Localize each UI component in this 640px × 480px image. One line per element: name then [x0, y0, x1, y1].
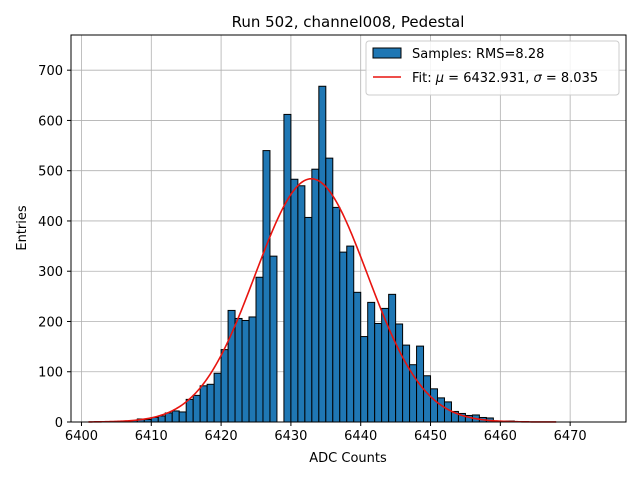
histogram-bars [108, 85, 529, 423]
legend-fit-sigma-symbol: σ [534, 71, 543, 86]
histogram-bar [234, 317, 243, 423]
x-tick-label: 6450 [414, 429, 447, 444]
histogram-bar [360, 336, 369, 423]
histogram-bar [290, 178, 299, 423]
histogram-bar [402, 344, 411, 423]
histogram-bar [346, 245, 355, 423]
y-tick-label: 300 [38, 265, 63, 280]
histogram-bar [318, 85, 327, 423]
histogram-bar [339, 251, 348, 423]
histogram-bar [325, 157, 334, 423]
histogram-bar [213, 372, 222, 423]
histogram-bar [443, 401, 452, 423]
y-tick-label: 600 [38, 114, 63, 129]
histogram-bar [171, 410, 180, 423]
histogram-bar [283, 113, 292, 423]
chart-title: Run 502, channel008, Pedestal [232, 13, 465, 31]
histogram-bar [437, 397, 445, 423]
histogram-bar [178, 411, 187, 423]
legend: Samples: RMS=8.28 Fit: μ = 6432.931, σ =… [365, 40, 620, 96]
histogram-bar [269, 255, 278, 423]
y-tick-label: 0 [55, 416, 63, 431]
histogram-bar [262, 150, 271, 423]
legend-fit-prefix: Fit: [412, 71, 436, 86]
histogram-bar [192, 394, 201, 423]
histogram-bar [409, 364, 418, 423]
x-tick-label: 6460 [484, 429, 517, 444]
histogram-bar [332, 206, 341, 423]
fit-curve [88, 177, 557, 423]
x-tick-label: 6440 [344, 429, 377, 444]
histogram-bar [353, 291, 362, 423]
legend-fit-mu-symbol: μ [435, 71, 444, 86]
histogram-bar [255, 276, 264, 423]
histogram-bar [311, 168, 320, 423]
y-axis-label: Entries [15, 205, 30, 251]
x-tick-label: 6430 [274, 429, 307, 444]
histogram-bar [388, 293, 397, 423]
x-tick-label: 6400 [65, 429, 98, 444]
legend-samples-swatch [372, 47, 402, 59]
histogram-bar [367, 301, 376, 423]
y-tick-label: 200 [38, 315, 63, 330]
histogram-bar [185, 398, 194, 423]
y-tick-label: 100 [38, 366, 63, 381]
legend-fit-label: Fit: μ = 6432.931, σ = 8.035 [412, 71, 598, 86]
y-tick-label: 700 [38, 64, 63, 79]
histogram-bar [248, 316, 257, 423]
histogram-bar [157, 415, 166, 423]
histogram-bar [199, 385, 208, 423]
histogram-bar [297, 185, 306, 423]
histogram-bar [206, 383, 215, 423]
histogram-bar [395, 323, 404, 423]
legend-samples-label: Samples: RMS=8.28 [412, 47, 544, 62]
histogram-bar [220, 349, 229, 423]
plot-frame [70, 34, 627, 423]
x-tick-label: 6470 [554, 429, 587, 444]
histogram-bar [374, 322, 383, 423]
x-axis-label: ADC Counts [309, 451, 387, 466]
y-tick-label: 400 [38, 215, 63, 230]
legend-fit-sigma-value: = 8.035 [542, 71, 598, 86]
x-tick-label: 6410 [135, 429, 168, 444]
legend-box [365, 40, 620, 96]
y-axis-ticks: 0 100 200 300 400 500 600 700 [38, 64, 71, 431]
histogram-bar [241, 319, 250, 423]
histogram-bar [304, 216, 313, 423]
x-tick-label: 6420 [205, 429, 238, 444]
histogram-bar [423, 375, 432, 423]
histogram-bar [164, 412, 173, 423]
histogram-bar [430, 388, 439, 423]
legend-fit-mu-value: = 6432.931, [444, 71, 533, 86]
y-tick-label: 500 [38, 165, 63, 180]
x-axis-ticks: 6400 6410 6420 6430 6440 6450 6460 6470 [65, 422, 587, 444]
